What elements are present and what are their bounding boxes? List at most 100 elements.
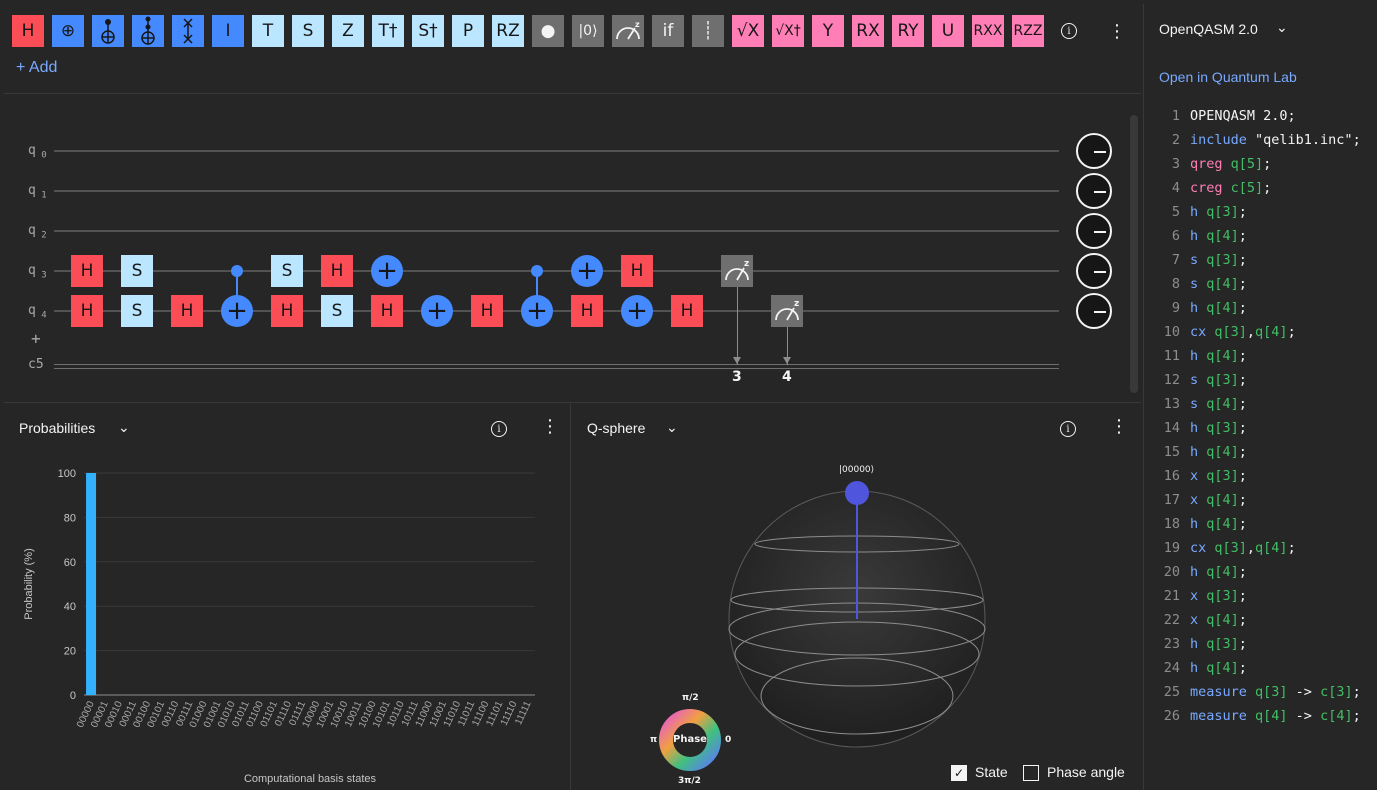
gate-rzz[interactable]: RZZ: [1012, 15, 1044, 47]
h-gate[interactable]: H: [671, 295, 703, 327]
x-gate-target[interactable]: +: [371, 255, 403, 287]
cnot-connector: [536, 271, 538, 311]
add-qubit-button[interactable]: +: [31, 329, 41, 348]
cnot-control[interactable]: [531, 265, 543, 277]
gate-u[interactable]: U: [932, 15, 964, 47]
gate-rz[interactable]: RZ: [492, 15, 524, 47]
gate-z[interactable]: Z: [332, 15, 364, 47]
qsphere-panel: Q-sphere ⌄ i ⋮: [572, 404, 1142, 790]
code-text: h q[3];: [1190, 204, 1247, 220]
measure-gate[interactable]: z: [721, 255, 753, 287]
qsphere-state-indicator[interactable]: [1076, 253, 1112, 289]
h-gate[interactable]: H: [171, 295, 203, 327]
probability-chart: 0204060801000000000001000100001100100001…: [23, 468, 535, 785]
s-gate[interactable]: S: [121, 295, 153, 327]
gate-h[interactable]: H: [12, 15, 44, 47]
x-gate-target[interactable]: +: [421, 295, 453, 327]
h-gate[interactable]: H: [71, 295, 103, 327]
measure-arrow: [783, 357, 791, 364]
code-text: x q[3];: [1190, 588, 1247, 604]
gate-ry[interactable]: RY: [892, 15, 924, 47]
gate-y[interactable]: Y: [812, 15, 844, 47]
gate--[interactable]: ●: [532, 15, 564, 47]
gate-s[interactable]: S: [292, 15, 324, 47]
chevron-down-icon[interactable]: ⌄: [666, 420, 678, 436]
info-icon[interactable]: i: [1053, 15, 1085, 47]
h-gate[interactable]: H: [71, 255, 103, 287]
code-text: s q[4];: [1190, 276, 1247, 292]
open-quantum-lab-link[interactable]: Open in Quantum Lab: [1159, 69, 1297, 85]
h-gate[interactable]: H: [271, 295, 303, 327]
x-gate-target[interactable]: +: [221, 295, 253, 327]
gate-t[interactable]: T: [252, 15, 284, 47]
qsphere-state-indicator[interactable]: [1076, 293, 1112, 329]
qubit-label: q 4: [28, 303, 47, 321]
gate--x[interactable]: √X: [732, 15, 764, 47]
h-gate[interactable]: H: [471, 295, 503, 327]
gate-if[interactable]: if: [652, 15, 684, 47]
qubit-label: q 3: [28, 263, 47, 281]
info-icon[interactable]: i: [491, 421, 507, 437]
line-number: 24: [1163, 660, 1180, 676]
overflow-menu-icon[interactable]: ⋮: [1110, 416, 1128, 437]
info-icon[interactable]: i: [1060, 421, 1076, 437]
gate-s-[interactable]: S†: [412, 15, 444, 47]
cnot-icon[interactable]: [92, 15, 124, 47]
code-text: measure q[3] -> c[3];: [1190, 684, 1361, 700]
h-gate[interactable]: H: [571, 295, 603, 327]
code-text: h q[4];: [1190, 300, 1247, 316]
circuit-scrollbar[interactable]: [1130, 115, 1138, 393]
svg-text:z: z: [635, 20, 640, 29]
state-checkbox[interactable]: ✓: [951, 765, 967, 781]
measure-icon[interactable]: z: [612, 15, 644, 47]
gate-t-[interactable]: T†: [372, 15, 404, 47]
measure-arrow: [733, 357, 741, 364]
code-text: h q[3];: [1190, 636, 1247, 652]
svg-text:z: z: [794, 299, 799, 309]
qubit-label: q 1: [28, 183, 47, 201]
line-number: 22: [1163, 612, 1180, 628]
measure-gate[interactable]: z: [771, 295, 803, 327]
gate--[interactable]: ⊕: [52, 15, 84, 47]
swap-icon[interactable]: [172, 15, 204, 47]
gate--0-[interactable]: |0⟩: [572, 15, 604, 47]
overflow-menu-icon[interactable]: ⋮: [1108, 20, 1126, 42]
s-gate[interactable]: S: [321, 295, 353, 327]
line-number: 4: [1171, 180, 1180, 196]
line-number: 8: [1171, 276, 1180, 292]
gate-i[interactable]: I: [212, 15, 244, 47]
chevron-down-icon[interactable]: ⌄: [118, 420, 130, 436]
s-gate[interactable]: S: [121, 255, 153, 287]
gate-rx[interactable]: RX: [852, 15, 884, 47]
s-gate[interactable]: S: [271, 255, 303, 287]
y-tick-label: 0: [70, 690, 76, 702]
code-text: include "qelib1.inc";: [1190, 132, 1361, 148]
x-gate-target[interactable]: +: [521, 295, 553, 327]
gate-p[interactable]: P: [452, 15, 484, 47]
qsphere-state-indicator[interactable]: [1076, 213, 1112, 249]
probability-bar: [86, 473, 97, 695]
gate--x-[interactable]: √X†: [772, 15, 804, 47]
cnot-connector: [236, 271, 238, 311]
overflow-menu-icon[interactable]: ⋮: [541, 416, 559, 437]
h-gate[interactable]: H: [621, 255, 653, 287]
add-gate-link[interactable]: + Add: [16, 59, 58, 76]
line-number: 11: [1163, 348, 1180, 364]
h-gate[interactable]: H: [371, 295, 403, 327]
gate-rxx[interactable]: RXX: [972, 15, 1004, 47]
x-gate-target[interactable]: +: [571, 255, 603, 287]
language-select[interactable]: OpenQASM 2.0: [1159, 21, 1258, 37]
gate--[interactable]: ┊: [692, 15, 724, 47]
x-gate-target[interactable]: +: [621, 295, 653, 327]
chevron-down-icon[interactable]: ⌄: [1276, 20, 1288, 36]
qsphere-state-indicator[interactable]: [1076, 133, 1112, 169]
toffoli-icon[interactable]: [132, 15, 164, 47]
state-checkbox-label: State: [975, 764, 1008, 780]
qsphere-state-indicator[interactable]: [1076, 173, 1112, 209]
h-gate[interactable]: H: [321, 255, 353, 287]
cnot-control[interactable]: [231, 265, 243, 277]
phase-angle-checkbox[interactable]: [1023, 765, 1039, 781]
y-tick-label: 100: [58, 468, 76, 480]
code-text: h q[4];: [1190, 228, 1247, 244]
